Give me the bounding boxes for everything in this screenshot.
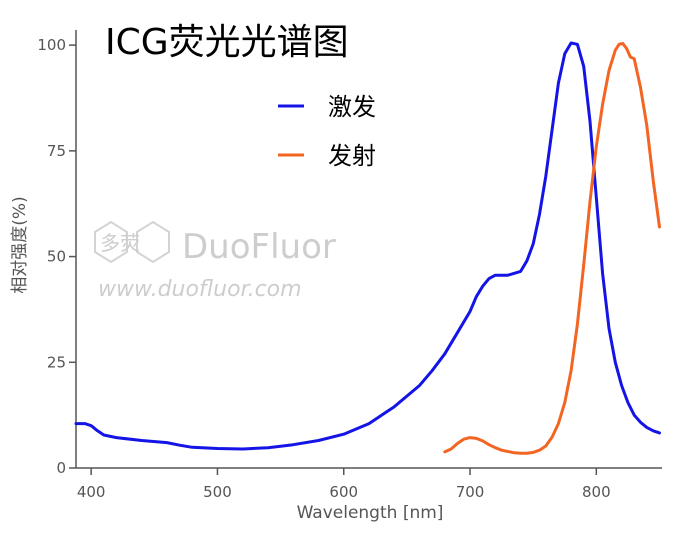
- watermark: 多荧 DuoFluor www.duofluor.com: [94, 220, 336, 302]
- legend-label-excitation: 激发: [328, 93, 376, 121]
- chart-title: ICG荧光光谱图: [105, 22, 349, 63]
- y-axis-title: 相对强度(%): [10, 196, 30, 293]
- y-tick-label: 25: [47, 353, 66, 371]
- x-tick-label: 700: [456, 483, 485, 501]
- y-ticks: 0 25 50 75 100: [37, 36, 76, 477]
- legend-label-emission: 发射: [328, 142, 376, 170]
- watermark-brand: DuoFluor: [182, 227, 336, 267]
- legend: 激发 发射: [278, 93, 376, 170]
- watermark-logo-icon: [94, 220, 170, 264]
- y-tick-label: 100: [37, 36, 66, 54]
- x-tick-label: 600: [329, 483, 358, 501]
- watermark-url: www.duofluor.com: [98, 277, 302, 302]
- x-tick-label: 400: [77, 483, 106, 501]
- x-tick-label: 500: [203, 483, 232, 501]
- y-tick-label: 0: [56, 459, 66, 477]
- x-tick-label: 800: [582, 483, 611, 501]
- x-ticks: 400 500 600 700 800: [77, 468, 611, 501]
- watermark-cn: 多荧: [100, 231, 140, 255]
- series-excitation-line: [74, 41, 661, 451]
- y-tick-label: 75: [47, 142, 66, 160]
- y-tick-label: 50: [47, 248, 66, 266]
- x-axis-title: Wavelength [nm]: [297, 503, 444, 523]
- series-emission-line: [443, 42, 661, 455]
